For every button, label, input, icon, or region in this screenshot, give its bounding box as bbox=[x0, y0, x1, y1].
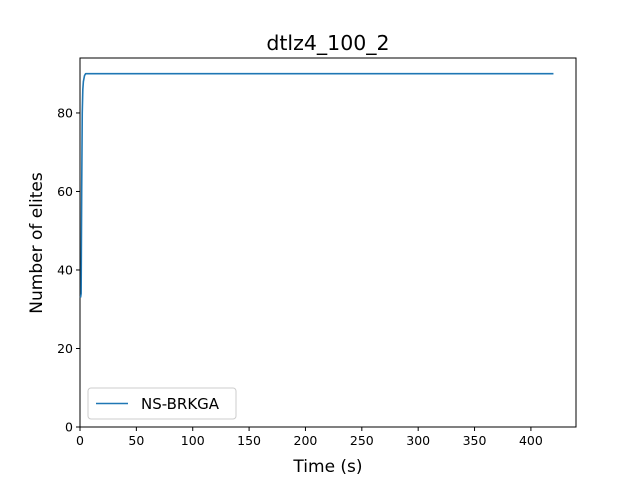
y-tick-label: 60 bbox=[57, 184, 73, 199]
x-tick-label: 250 bbox=[350, 433, 374, 448]
legend-box bbox=[87, 387, 237, 420]
plot-area bbox=[79, 57, 577, 428]
legend-entry-0: NS-BRKGA bbox=[141, 395, 220, 413]
x-tick-label: 350 bbox=[463, 433, 487, 448]
series-line-0 bbox=[79, 72, 554, 298]
x-tick-label: 100 bbox=[181, 433, 205, 448]
y-tick-label: 80 bbox=[57, 105, 73, 120]
x-tick-label: 200 bbox=[294, 433, 318, 448]
x-axis-ticks: 0 50 100 150 200 250 300 350 400 bbox=[76, 427, 543, 448]
chart-title: dtlz4_100_2 bbox=[266, 31, 389, 56]
y-axis-label: Number of elites bbox=[27, 172, 47, 314]
y-tick-label: 40 bbox=[57, 262, 73, 277]
y-tick-label: 20 bbox=[57, 341, 73, 356]
y-tick-label: 0 bbox=[65, 420, 73, 435]
plot-frame bbox=[79, 57, 577, 428]
y-axis-ticks: 0 20 40 60 80 bbox=[57, 105, 80, 435]
legend: NS-BRKGA bbox=[87, 387, 237, 420]
x-axis-label: Time (s) bbox=[292, 457, 362, 477]
x-tick-label: 0 bbox=[76, 433, 84, 448]
x-tick-label: 400 bbox=[519, 433, 543, 448]
x-tick-label: 50 bbox=[128, 433, 144, 448]
x-tick-label: 300 bbox=[406, 433, 430, 448]
x-tick-label: 150 bbox=[237, 433, 261, 448]
series-layer bbox=[79, 72, 554, 298]
